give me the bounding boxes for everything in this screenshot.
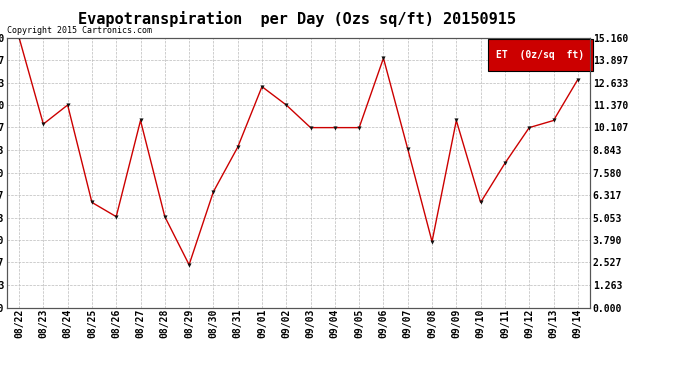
FancyBboxPatch shape: [488, 39, 593, 71]
Text: Copyright 2015 Cartronics.com: Copyright 2015 Cartronics.com: [7, 26, 152, 35]
Text: ET  (0z/sq  ft): ET (0z/sq ft): [496, 50, 584, 60]
Text: Evapotranspiration  per Day (Ozs sq/ft) 20150915: Evapotranspiration per Day (Ozs sq/ft) 2…: [78, 11, 515, 27]
